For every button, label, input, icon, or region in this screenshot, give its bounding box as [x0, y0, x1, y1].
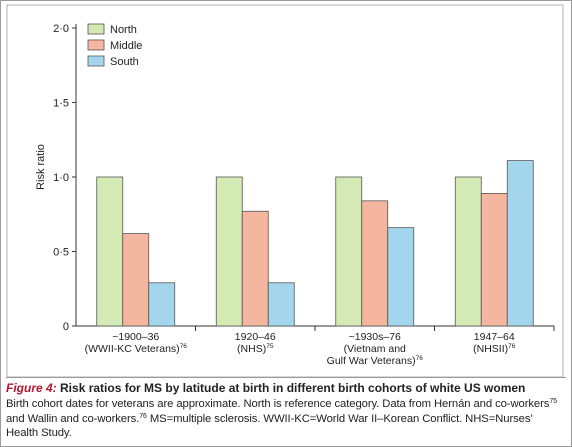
legend-label-middle: Middle [110, 40, 142, 52]
y-tick-label: 0·5 [53, 247, 69, 259]
x-tick-labels: ~1900–36(WWII-KC Veterans)76 1920–46(NHS)… [85, 331, 516, 367]
chart: 0 0·5 1·0 1·5 2·0 ~1900–36 (WWII-KC Veterans)… [6, 4, 564, 380]
caption-text: and Wallin and co-workers. [6, 412, 140, 425]
bar-south [387, 227, 415, 327]
legend-label-south: South [110, 56, 139, 68]
y-tick-label: 1·5 [53, 98, 69, 110]
x-tick-label: 1920–46 [235, 331, 276, 343]
legend: North Middle South [87, 23, 142, 68]
bar-south [267, 282, 295, 327]
x-tick-label: (Vietnam and [344, 343, 406, 355]
bars [96, 160, 534, 327]
x-tick-label: ~1930s–76 [349, 331, 401, 343]
bar-north [215, 176, 243, 327]
x-tick-label: (WWII-KC Veterans)76 [85, 343, 188, 355]
caption-text: MS=multiple sclerosis. WWII-KC=World War… [6, 412, 533, 440]
y-axis-label: Risk ratio [35, 144, 47, 190]
caption-title-text: Risk ratios for MS by latitude at birth … [60, 381, 526, 395]
figure-caption: Figure 4: Risk ratios for MS by latitude… [6, 381, 566, 441]
bar-middle [241, 210, 269, 327]
caption-text: Birth cohort dates for veterans are appr… [6, 398, 550, 410]
legend-swatch-south [87, 55, 105, 67]
bar-middle [361, 200, 389, 327]
bar-north [96, 176, 124, 327]
bar-south [148, 282, 176, 327]
legend-swatch-north [87, 23, 105, 35]
reference-superscript: 75 [549, 398, 557, 405]
bar-north [454, 176, 482, 327]
x-tick-label: (NHS)75 [237, 343, 274, 355]
bar-north [335, 176, 363, 327]
bar-middle [480, 192, 508, 327]
reference-superscript: 76 [139, 412, 147, 420]
caption-body: Birth cohort dates for veterans are appr… [6, 397, 566, 441]
caption-divider [6, 377, 566, 378]
y-tick-label: 2·0 [53, 23, 69, 35]
x-tick-label: 1947–64 [474, 331, 515, 343]
caption-title: Figure 4: Risk ratios for MS by latitude… [6, 381, 566, 396]
legend-label-north: North [110, 24, 137, 36]
x-tick-label: (NHSII)76 [473, 343, 516, 355]
y-tick-label: 0 [63, 321, 69, 333]
legend-swatch-middle [87, 39, 105, 51]
x-tick-label: Gulf War Veterans)76 [327, 355, 424, 367]
x-tick-label: ~1900–36 [112, 331, 159, 343]
y-tick-label: 1·0 [53, 172, 69, 184]
bar-south [506, 160, 534, 327]
figure-label: Figure 4: [6, 381, 57, 395]
bar-middle [122, 233, 150, 327]
bar-chart: 0 0·5 1·0 1·5 2·0 ~1900–36(WWII-KC Veterans)… [6, 4, 564, 378]
